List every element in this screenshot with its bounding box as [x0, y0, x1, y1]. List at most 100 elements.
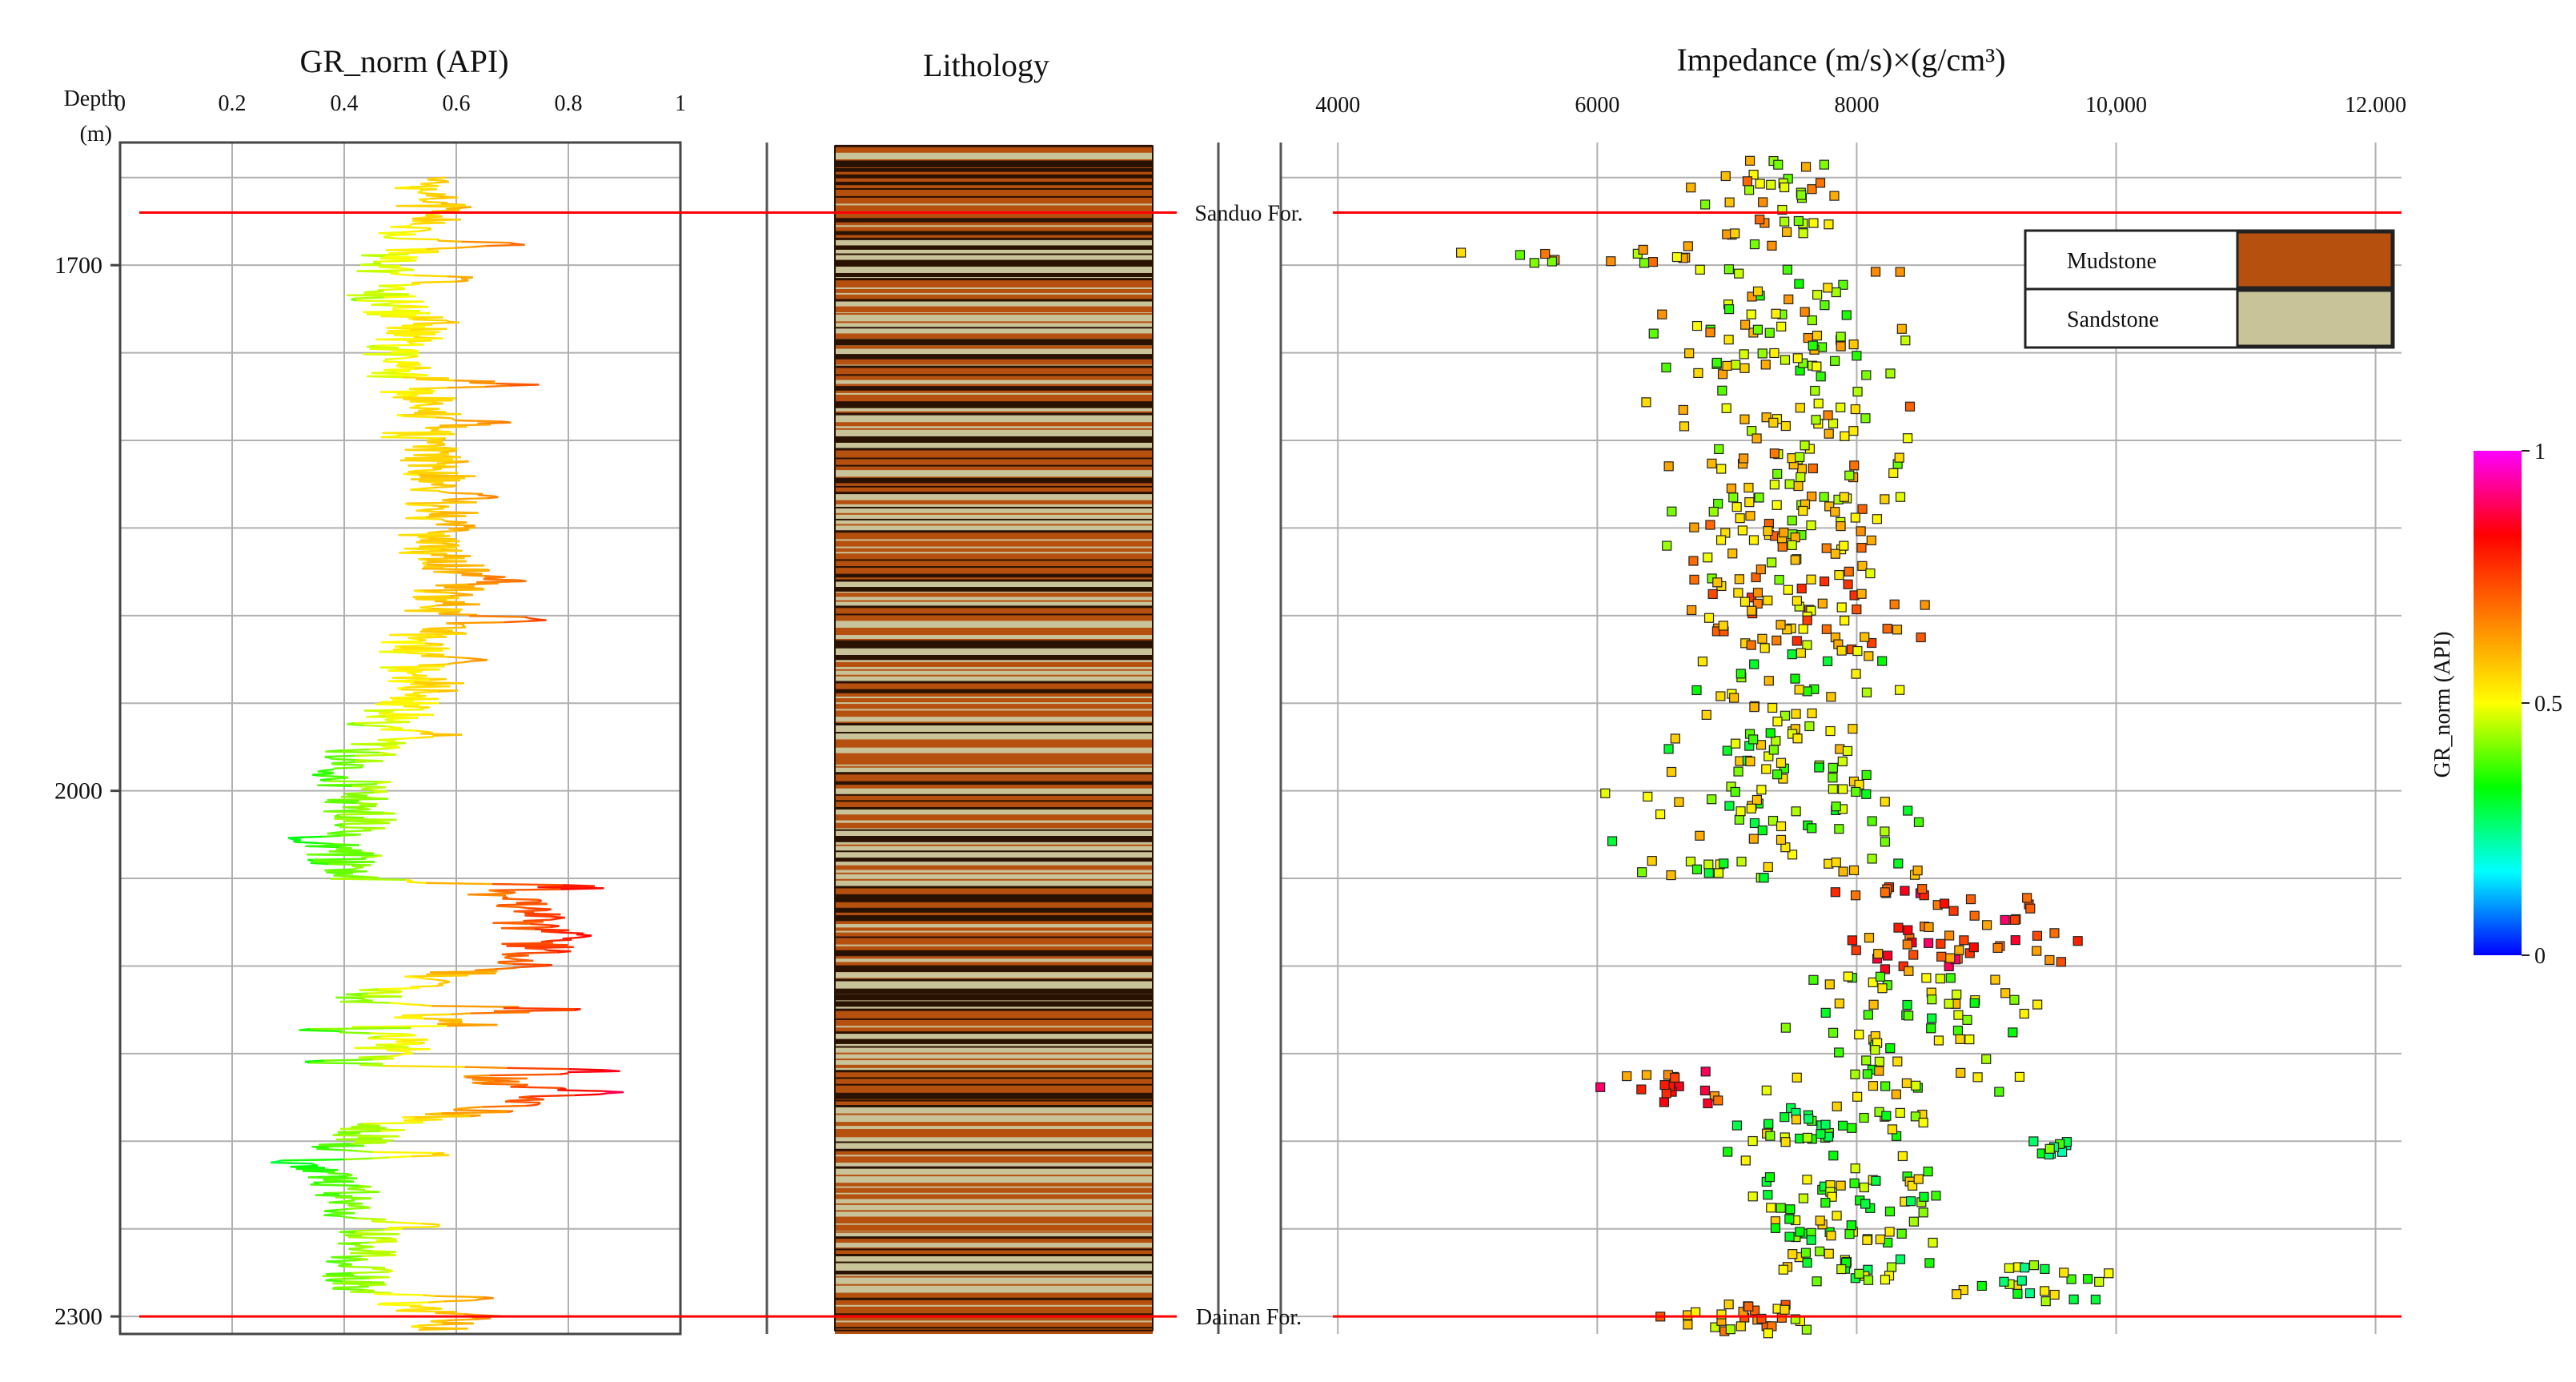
impedance-point [1877, 983, 1888, 994]
impedance-point [1708, 506, 1719, 517]
colorbar-label: GR_norm (API) [2430, 632, 2455, 778]
gr-curve-segment [479, 1297, 494, 1300]
gr-curve-segment [402, 1115, 471, 1119]
impedance-point [1716, 464, 1727, 474]
gr-curve-segment [362, 1254, 397, 1258]
lith-lamina [835, 1210, 1153, 1212]
impedance-point [1990, 974, 2000, 985]
impedance-point [1834, 824, 1844, 834]
colorbar-tick-label: 0 [2534, 944, 2546, 969]
impedance-point [1686, 183, 1696, 193]
impedance-point [1600, 788, 1611, 798]
lith-lamina [835, 732, 1153, 734]
impedance-point [1972, 1072, 1983, 1083]
impedance-point [1847, 1123, 1857, 1133]
gr-curve-segment [470, 1114, 481, 1118]
impedance-point [1962, 1014, 1972, 1025]
impedance-point [1757, 633, 1767, 644]
impedance-point [1912, 866, 1923, 876]
gr-curve-segment [338, 1264, 345, 1268]
impedance-point [1802, 615, 1812, 625]
gr-curve-segment [325, 1279, 343, 1283]
lith-lamina [835, 566, 1153, 568]
impedance-point [1827, 1191, 1837, 1202]
gr-curve-segment [379, 710, 394, 714]
impedance-point [1735, 513, 1745, 524]
impedance-point [1918, 1207, 1928, 1218]
impedance-point [1769, 448, 1780, 459]
gr-curve-segment [381, 641, 425, 645]
gr-curve-segment [587, 934, 592, 938]
impedance-point [1999, 1276, 2009, 1287]
impedance-point [1864, 933, 1875, 943]
impedance-point [1893, 858, 1904, 869]
lith-interval-sandstone [835, 1106, 1153, 1151]
impedance-point [1746, 309, 1756, 319]
gr-curve-segment [518, 1096, 536, 1100]
impedance-point [1866, 535, 1876, 546]
gr-curve-segment [447, 662, 454, 665]
impedance-point [1824, 428, 1834, 439]
impedance-point [1720, 171, 1731, 182]
gr-curve-segment [287, 835, 323, 839]
impedance-point [1793, 215, 1804, 227]
impedance-point [1740, 1155, 1751, 1166]
impedance-point [1910, 1111, 1921, 1122]
impedance-point [1735, 1321, 1746, 1332]
lith-lamina [835, 1046, 1153, 1048]
lith-lamina [835, 1231, 1153, 1233]
gr-curve-segment [437, 239, 462, 243]
impedance-point [1834, 998, 1844, 1009]
colorbar-ticks: 00.51 [2522, 440, 2562, 969]
impedance-point [1767, 815, 1779, 826]
gr-curve-segment [409, 327, 447, 331]
impedance-point [1780, 182, 1790, 193]
gr-curve-segment [319, 778, 327, 782]
gr-curve-segment [467, 582, 499, 586]
lith-lamina [835, 512, 1153, 515]
gr-curve-segment [339, 1030, 371, 1034]
impedance-point [1901, 1078, 1912, 1088]
impedance-point [1748, 535, 1759, 545]
impedance-point [1969, 910, 1980, 921]
gr-curve-segment [356, 1258, 368, 1262]
impedance-point [1848, 426, 1859, 436]
lith-lamina [835, 386, 1153, 391]
impedance-point [1747, 1191, 1758, 1202]
gr-curve-segment [502, 898, 539, 901]
impedance-point [1857, 560, 1868, 571]
impedance-point [1828, 1027, 1839, 1038]
impedance-point [1814, 762, 1824, 773]
gr-curve-segment [330, 878, 407, 882]
impedance-point [1856, 589, 1867, 599]
gr-curve-segment [375, 1043, 397, 1047]
impedance-point [1793, 480, 1804, 492]
impedance-point [2025, 903, 2036, 914]
gr-curve-segment [455, 279, 469, 283]
impedance-point [1693, 368, 1703, 379]
impedance-point [1823, 410, 1833, 420]
gr-curve-segment [435, 416, 452, 420]
gr-curve-segment [348, 1207, 371, 1210]
lith-lamina [835, 1203, 1153, 1205]
lith-lamina [835, 972, 1153, 978]
impedance-point [1743, 1301, 1754, 1312]
gr-curve-segment [413, 589, 484, 592]
gr-curve-segment [354, 296, 384, 299]
impedance-point [1851, 945, 1861, 955]
gr-curve-segment [433, 485, 451, 489]
gr-curve-segment [316, 1147, 342, 1151]
gr-curve-segment [323, 810, 384, 814]
lith-lamina [835, 965, 1153, 972]
impedance-point [1722, 745, 1732, 756]
impedance-point [1787, 649, 1797, 660]
gr-curve-segment [560, 887, 604, 890]
lith-lamina [835, 1261, 1153, 1263]
impedance-point [1882, 950, 1893, 961]
impedance-point [1863, 1275, 1874, 1285]
gr-curve-segment [401, 1039, 428, 1042]
gr-curve-segment [325, 750, 380, 754]
impedance-point [2059, 1268, 2069, 1278]
gr-curve-segment [372, 260, 378, 264]
impedance-point [1776, 321, 1787, 331]
